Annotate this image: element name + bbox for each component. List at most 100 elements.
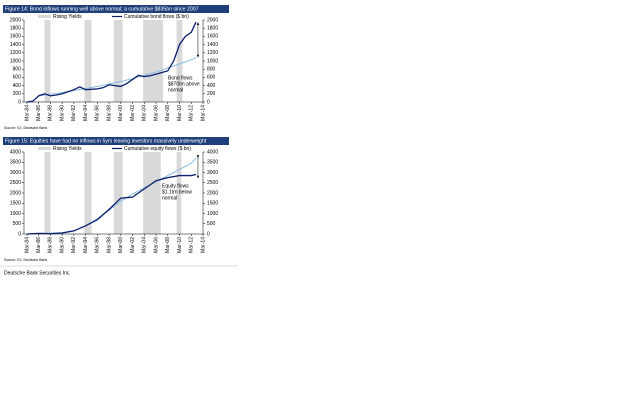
y2-tick-label: 1200 [207,50,218,56]
x-tick-label: Mar-94 [83,105,89,121]
x-tick-label: Mar-14 [200,105,206,121]
x-tick-label: Mar-98 [106,105,112,121]
y-tick-label: 200 [13,91,22,97]
x-tick-label: Mar-84 [24,105,30,121]
legend-label: Cumulative equity flows ($ bn) [124,146,191,152]
x-tick-label: Mar-08 [165,237,171,253]
x-tick-label: Mar-98 [106,237,112,253]
footer: Deutsche Bank Securities Inc. [4,270,71,276]
x-tick-label: Mar-96 [95,237,101,253]
arrow-head [196,54,200,58]
figure-title: Figure 14: Bond inflows running well abo… [5,7,199,13]
y2-tick-label: 1000 [207,58,218,64]
x-tick-label: Mar-88 [48,105,54,121]
y-tick-label: 3000 [10,170,21,176]
rising-yields-band [113,20,123,102]
annotation: $1.1trn below [162,189,192,195]
y-tick-label: 1000 [10,211,21,217]
x-tick-label: Mar-04 [142,237,148,253]
x-tick-label: Mar-92 [71,105,77,121]
x-tick-label: Mar-12 [189,105,195,121]
figure-header [3,137,229,145]
annotation: Equity flows [162,183,189,189]
annotation: $870bn above [168,81,200,87]
legend-label: Rising Yields [53,146,82,152]
x-tick-label: Mar-00 [118,237,124,253]
x-tick-label: Mar-08 [165,105,171,121]
rising-yields-band [44,20,51,102]
y-tick-label: 4000 [10,149,21,155]
rising-yields-band [176,20,183,102]
x-tick-label: Mar-06 [153,105,159,121]
y2-tick-label: 2000 [207,190,218,196]
y-tick-label: 2000 [10,17,21,23]
x-tick-label: Mar-94 [83,237,89,253]
x-tick-label: Mar-14 [200,237,206,253]
y-tick-label: 500 [13,221,22,227]
y-tick-label: 1000 [10,58,21,64]
y-tick-label: 1800 [10,26,21,32]
rising-yields-band [44,152,51,234]
y-tick-label: 1400 [10,42,21,48]
y2-tick-label: 200 [207,91,216,97]
rising-yields-band [143,152,161,234]
figure-header [3,5,229,13]
x-tick-label: Mar-90 [59,237,65,253]
y2-tick-label: 1500 [207,201,218,207]
rising-yields-band [176,152,182,234]
y-tick-label: 1600 [10,34,21,40]
x-tick-label: Mar-90 [59,105,65,121]
annotation: normal [168,87,183,93]
arrow-head [196,174,200,178]
figure-title: Figure 15: Equities have had no inflows … [5,139,207,145]
x-tick-label: Mar-92 [71,237,77,253]
y2-tick-label: 4000 [207,149,218,155]
x-tick-label: Mar-86 [36,105,42,121]
arrow-head [196,155,200,159]
legend-swatch [38,15,51,18]
legend-label: Cumulative bond flows ($ bn) [124,14,189,20]
source: Source: ICI, Deutsche Bank [4,126,47,130]
y-tick-label: 0 [18,99,21,105]
y2-tick-label: 1600 [207,34,218,40]
y2-tick-label: 500 [207,221,216,227]
rising-yields-band [143,20,164,102]
x-tick-label: Mar-06 [153,237,159,253]
rising-yields-band [113,152,123,234]
source: Source: ICI, Deutsche Bank [4,258,47,262]
x-tick-label: Mar-00 [118,105,124,121]
y2-tick-label: 1400 [207,42,218,48]
y-tick-label: 1500 [10,201,21,207]
y-tick-label: 1200 [10,50,21,56]
y-tick-label: 2500 [10,180,21,186]
y-tick-label: 0 [18,231,21,237]
rising-yields-band [84,20,92,102]
rising-yields-band [84,152,92,234]
arrow-head [196,22,200,26]
x-tick-label: Mar-88 [48,237,54,253]
x-tick-label: Mar-86 [36,237,42,253]
y-tick-label: 800 [13,67,22,73]
y-tick-label: 3500 [10,160,21,166]
y2-tick-label: 0 [207,99,210,105]
legend-swatch [38,147,51,150]
y-tick-label: 600 [13,75,22,81]
flow-line [26,173,197,235]
x-tick-label: Mar-02 [130,237,136,253]
y2-tick-label: 0 [207,231,210,237]
x-tick-label: Mar-10 [177,105,183,121]
y2-tick-label: 1800 [207,26,218,32]
y2-tick-label: 400 [207,83,216,89]
annotation: Bond flows [168,75,193,81]
y2-tick-label: 2000 [207,17,218,23]
y2-tick-label: 800 [207,67,216,73]
annotation: normal [162,195,177,201]
flow-line [26,21,197,103]
y-tick-label: 2000 [10,190,21,196]
legend-label: Rising Yields [53,14,82,20]
y2-tick-label: 3000 [207,170,218,176]
y2-tick-label: 3500 [207,160,218,166]
y2-tick-label: 600 [207,75,216,81]
y-tick-label: 400 [13,83,22,89]
